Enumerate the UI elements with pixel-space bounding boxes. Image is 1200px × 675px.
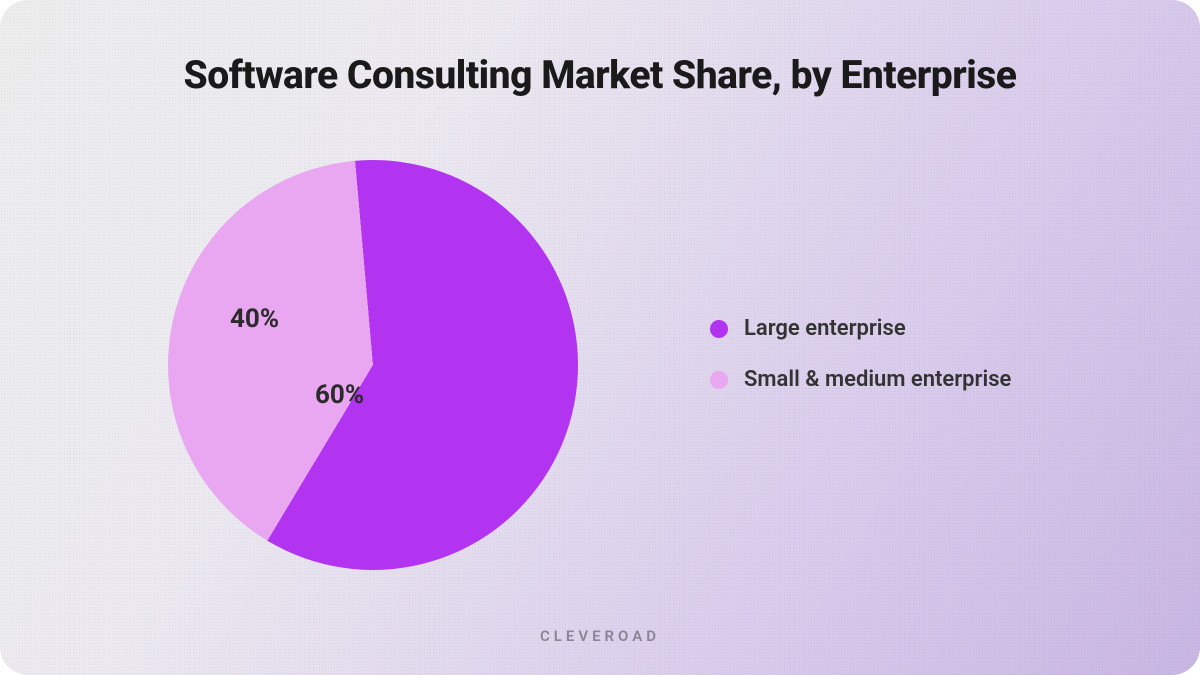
brand-watermark: CLEVEROAD (0, 627, 1200, 645)
legend: Large enterprise Small & medium enterpri… (710, 316, 1011, 392)
legend-label: Large enterprise (744, 316, 906, 341)
slice-label-large: 60% (315, 380, 364, 410)
legend-label: Small & medium enterprise (744, 367, 1011, 392)
chart-card: Software Consulting Market Share, by Ent… (0, 0, 1200, 675)
chart-title: Software Consulting Market Share, by Ent… (0, 52, 1200, 98)
legend-dot-icon (710, 320, 728, 338)
legend-item-sme: Small & medium enterprise (710, 367, 1011, 392)
legend-dot-icon (710, 371, 728, 389)
legend-item-large: Large enterprise (710, 316, 1011, 341)
pie-slices (168, 160, 578, 570)
pie-chart: 60% 40% (168, 160, 578, 570)
slice-label-sme: 40% (230, 304, 279, 334)
